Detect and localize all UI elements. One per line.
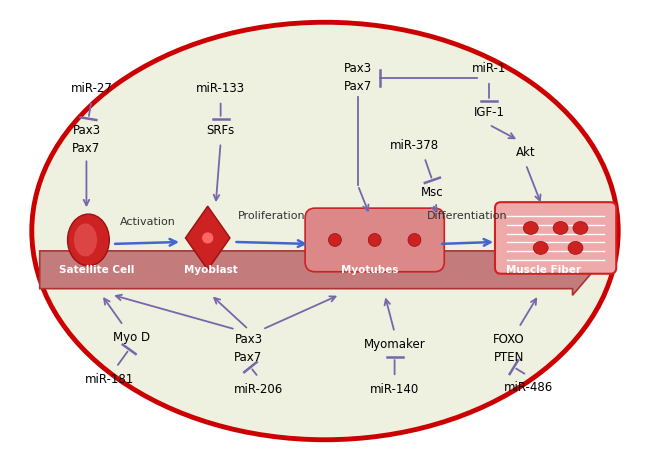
Text: Akt: Akt <box>516 146 536 159</box>
Text: Myo D: Myo D <box>112 331 150 344</box>
Text: SRFs: SRFs <box>207 124 235 137</box>
Text: miR-1: miR-1 <box>472 63 506 75</box>
Text: miR-27: miR-27 <box>70 82 112 95</box>
Polygon shape <box>185 206 230 270</box>
Ellipse shape <box>553 222 568 234</box>
Text: Differentiation: Differentiation <box>427 211 508 221</box>
Text: FOXO: FOXO <box>493 333 525 346</box>
Ellipse shape <box>568 241 583 254</box>
Text: PTEN: PTEN <box>494 351 524 364</box>
Text: miR-133: miR-133 <box>196 82 245 95</box>
Text: miR-486: miR-486 <box>504 381 553 394</box>
Text: Pax7: Pax7 <box>72 142 101 155</box>
Ellipse shape <box>408 233 421 246</box>
Text: Pax3: Pax3 <box>344 63 372 75</box>
Text: Activation: Activation <box>120 217 176 227</box>
Text: miR-181: miR-181 <box>84 373 134 386</box>
Text: Muscle Fiber: Muscle Fiber <box>506 265 581 275</box>
Text: Myoblast: Myoblast <box>184 265 237 275</box>
Text: miR-378: miR-378 <box>390 139 439 152</box>
Text: Myotubes: Myotubes <box>341 265 398 275</box>
Ellipse shape <box>573 222 588 234</box>
Text: Pax7: Pax7 <box>235 351 263 364</box>
Text: Proliferation: Proliferation <box>237 211 305 221</box>
FancyArrow shape <box>40 244 594 295</box>
Text: Myomaker: Myomaker <box>364 338 426 351</box>
Text: miR-140: miR-140 <box>370 382 419 395</box>
Ellipse shape <box>73 223 98 257</box>
Ellipse shape <box>533 241 548 254</box>
Ellipse shape <box>68 214 109 266</box>
Text: Pax3: Pax3 <box>235 333 263 346</box>
Ellipse shape <box>523 222 538 234</box>
Text: Pax7: Pax7 <box>344 81 372 94</box>
Text: miR-206: miR-206 <box>234 382 283 395</box>
Ellipse shape <box>202 232 214 244</box>
Ellipse shape <box>32 22 618 440</box>
Text: Satellite Cell: Satellite Cell <box>58 265 134 275</box>
Text: Msc: Msc <box>421 186 444 199</box>
Ellipse shape <box>369 233 381 246</box>
Text: IGF-1: IGF-1 <box>473 106 504 119</box>
FancyBboxPatch shape <box>305 208 445 272</box>
FancyBboxPatch shape <box>495 202 616 274</box>
Text: Pax3: Pax3 <box>72 124 101 137</box>
Ellipse shape <box>328 233 341 246</box>
